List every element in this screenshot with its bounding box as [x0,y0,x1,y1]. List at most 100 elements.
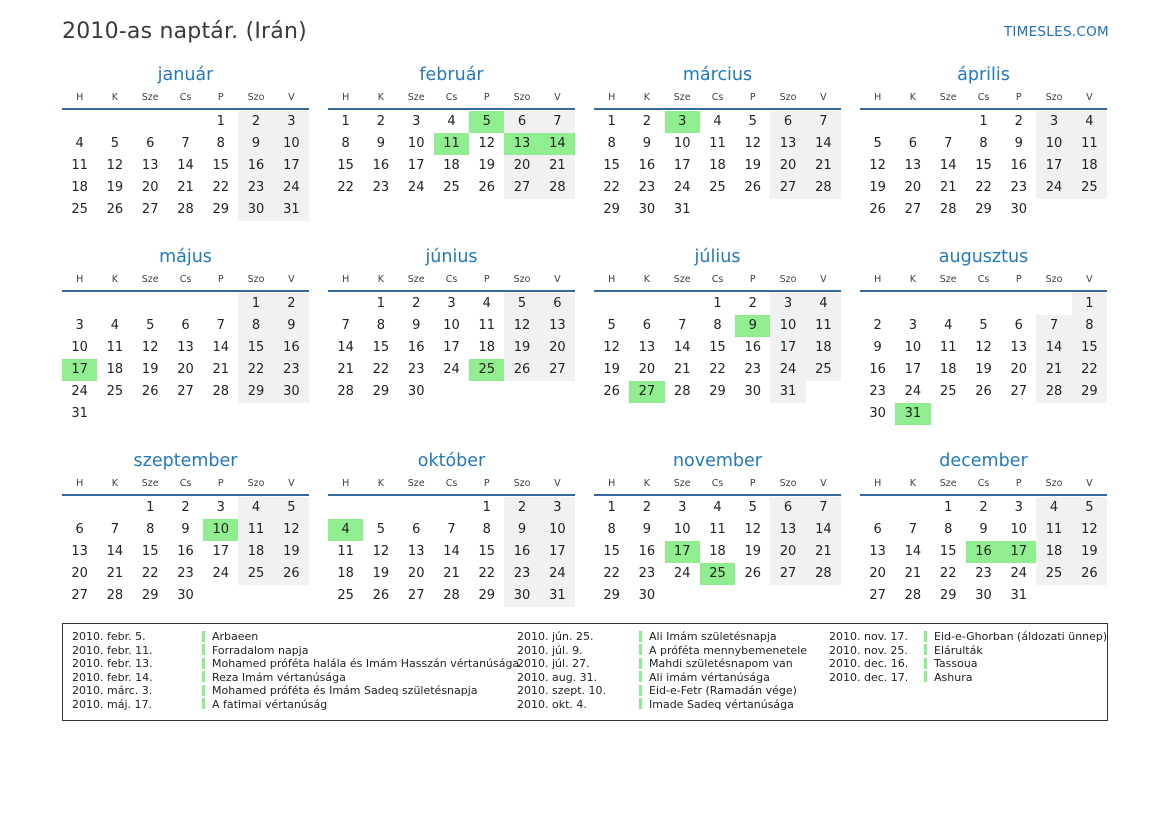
legend-item: 2010. febr. 5. Arbaeen [72,630,517,644]
day-cell: 6 [770,497,806,519]
day-cell: 13 [770,519,806,541]
day-cell: 6 [873,522,882,537]
day-cell: 12 [504,315,540,337]
legend-name: Imade Sadeq vértanúsága [639,698,829,712]
day-cell: 3 [1036,111,1072,133]
holiday-day-cell: 27 [629,381,665,403]
day-cell: 3 [908,318,918,333]
days-grid: 1 2 3 4 5 6 7 8 9 10 11 12 13 14 15 16 17 18 19 20 21 22 23 24 2… [860,496,1107,607]
day-cell: 11 [71,158,88,173]
day-cell: 5 [273,497,309,519]
day-cell: 21 [539,155,575,177]
day-cell: 14 [805,519,841,541]
day-cell: 24 [1036,177,1072,199]
month-title: június [425,247,478,267]
site-link[interactable]: TIMESLES.COM [1003,24,1109,40]
day-cell: 24 [673,180,691,195]
day-cell: 11 [1071,133,1107,155]
holiday-day-cell: 9 [735,315,771,337]
day-cell: 25 [709,180,726,195]
day-cell: 10 [904,340,922,355]
day-cell: 6 [539,293,575,315]
day-cell: 27 [869,588,886,603]
day-cell: 10 [770,315,806,337]
day-cell: 28 [539,177,575,199]
weekday-header-row: H K Sze Cs P Szo V [62,92,309,110]
day-cell: 4 [238,497,274,519]
day-cell: 11 [337,544,354,559]
weekday-label: Sze [673,274,691,285]
day-cell: 6 [1014,318,1023,333]
days-grid: 1 2 3 4 5 6 7 8 9 10 11 12 13 14 15 16 17 18 19 20 21 22 23 24 2… [328,496,575,607]
day-cell: 19 [273,541,309,563]
day-cell: 7 [110,522,120,537]
day-cell: 16 [238,155,274,177]
day-cell: 27 [770,177,806,199]
weekday-label: K [643,92,651,103]
day-cell: 7 [181,136,190,151]
day-cell: 15 [709,340,726,355]
day-cell: 8 [482,522,491,537]
day-cell: 27 [141,202,159,217]
holiday-marker-bar [639,644,642,655]
legend-date: 2010. márc. 3. [72,684,153,697]
day-cell: 8 [376,318,386,333]
day-cell: 12 [106,158,124,173]
legend-item: 2010. szept. 10. Eid-e-Fetr (Ramadán vége… [517,684,829,698]
day-cell: 14 [212,340,230,355]
day-cell: 6 [504,111,540,133]
holiday-marker-bar [639,657,642,669]
day-cell: 25 [1036,563,1072,585]
day-cell: 12 [372,544,390,559]
day-cell: 29 [975,202,992,217]
day-cell: 7 [805,497,841,519]
day-cell: 24 [71,384,88,399]
day-cell: 18 [1071,155,1107,177]
day-cell: 4 [482,296,491,311]
day-cell: 11 [939,340,957,355]
day-cell: 12 [603,340,620,355]
day-cell: 23 [744,362,762,377]
legend-name: Eid-e-Ghorban (áldozati ünnep) [924,630,1107,644]
day-cell: 9 [504,519,540,541]
day-cell: 26 [869,202,886,217]
legend-date: 2010. júl. 9. [517,643,583,657]
day-cell: 25 [337,588,354,603]
day-cell: 15 [478,544,496,559]
day-cell: 5 [873,136,882,151]
weekday-header-row: H K Sze Cs P Szo V [594,274,841,292]
weekday-label: K [377,274,385,285]
empty-day-cell [97,293,132,315]
weekday-label: H [76,478,84,489]
day-cell: 18 [238,541,274,563]
day-cell: 4 [805,293,841,315]
day-cell: 30 [177,588,194,603]
day-cell: 14 [443,544,460,559]
day-cell: 15 [238,337,274,359]
day-cell: 20 [141,180,159,195]
page-title: 2010-as naptár. (Irán) [62,19,307,44]
day-cell: 30 [869,406,886,421]
day-cell: 19 [478,158,496,173]
month-julius: július H K Sze Cs P Szo V 1 2 3 4 5 6 7 8 9 10 11 12 13 14 15 1… [594,247,841,403]
day-cell: 22 [337,180,354,195]
weekday-label: Cs [977,274,990,285]
day-cell: 8 [146,522,155,537]
holiday-day-cell: 31 [895,403,931,425]
day-cell: 1 [482,500,491,515]
day-cell: 25 [443,180,460,195]
day-cell: 23 [638,180,656,195]
weekday-label: H [608,92,616,103]
day-cell: 1 [216,114,225,129]
empty-day-cell [133,293,168,315]
legend-name: Mahdi születésnapom van [639,657,829,671]
day-cell: 3 [273,111,309,133]
weekday-label: K [909,92,917,103]
day-cell: 12 [141,340,159,355]
empty-day-cell [328,497,363,519]
day-cell: 15 [939,544,957,559]
holiday-marker-bar [924,630,927,642]
day-cell: 22 [1071,359,1107,381]
day-cell: 2 [504,497,540,519]
weekday-label: Szo [513,92,531,103]
